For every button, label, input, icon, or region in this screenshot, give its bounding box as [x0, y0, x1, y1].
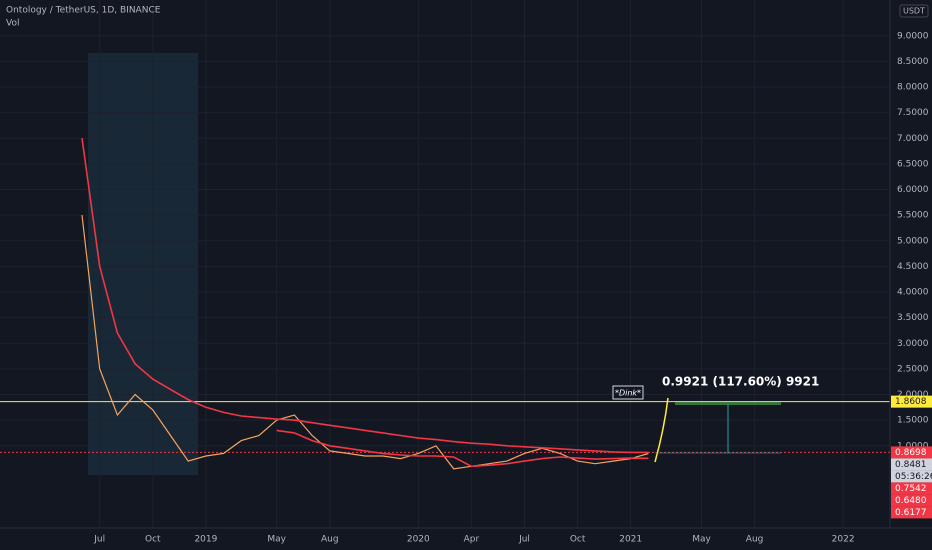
y-tick-label: 2.5000: [897, 364, 929, 374]
price-label-box: [891, 506, 932, 519]
range-highlight: [88, 53, 198, 475]
price-label-box: [891, 494, 932, 507]
measure-label: 0.9921 (117.60%) 9921: [662, 375, 819, 389]
price-label: 05:36:26: [895, 472, 932, 482]
price-series: [81, 215, 649, 470]
projection-curve: [654, 397, 669, 463]
grid: [0, 0, 890, 528]
x-tick-label: May: [692, 535, 711, 545]
chart-title: Ontology / TetherUS, 1D, BINANCE: [6, 6, 161, 16]
unit-box: [899, 4, 929, 18]
x-tick-label: Apr: [464, 535, 480, 545]
chart-subtitle: Vol: [6, 19, 19, 29]
price-series: [81, 138, 649, 454]
y-tick-label: 5.0000: [897, 236, 929, 246]
x-tick-label: Oct: [145, 535, 161, 545]
x-tick-label: May: [267, 535, 286, 545]
price-label-box: [891, 446, 932, 459]
note-text: *Dink*: [615, 389, 641, 398]
y-tick-label: 6.5000: [897, 159, 929, 169]
y-tick-label: 9.0000: [897, 31, 929, 41]
price-label-box: [891, 482, 932, 495]
y-tick-label: 6.0000: [897, 185, 929, 195]
price-label: 0.6177: [895, 508, 927, 518]
y-tick-label: 4.0000: [897, 288, 929, 298]
y-tick-label: 3.5000: [897, 313, 929, 323]
y-tick-label: 5.5000: [897, 211, 929, 221]
y-tick-label: 1.5000: [897, 416, 929, 426]
y-tick-label: 4.5000: [897, 262, 929, 272]
price-label: 0.8698: [895, 448, 927, 458]
unit: USDT: [903, 7, 925, 16]
price-series: [276, 429, 649, 468]
x-tick-label: Aug: [746, 535, 764, 545]
y-tick-label: 3.0000: [897, 339, 929, 349]
y-tick-label: 7.5000: [897, 108, 929, 118]
x-tick-label: 2019: [194, 535, 217, 545]
price-label: 0.6480: [895, 496, 927, 506]
y-tick-label: 8.0000: [897, 83, 929, 93]
x-tick-label: 2020: [407, 535, 430, 545]
y-tick-label: 8.5000: [897, 57, 929, 67]
x-tick-label: Oct: [570, 535, 586, 545]
price-label-box: [891, 395, 932, 408]
y-tick-label: 1.0000: [897, 441, 929, 451]
y-tick-label: 7.0000: [897, 134, 929, 144]
y-axis: 1.0000 1.5000 2.0000 2.5000 3.0000 3.5000 4.00…: [891, 31, 932, 519]
price-label-box: [891, 470, 932, 483]
x-tick-label: Aug: [321, 535, 339, 545]
x-tick-label: Jul: [518, 535, 530, 545]
target-zone: [675, 402, 781, 405]
x-tick-label: Jul: [93, 535, 105, 545]
note-box: [612, 385, 644, 400]
price-label: 0.8481: [895, 460, 927, 470]
plot: [0, 138, 890, 470]
price-label: 0.7542: [895, 484, 927, 494]
price-label: 1.8608: [895, 397, 927, 407]
y-tick-label: 2.0000: [897, 390, 929, 400]
x-tick-label: 2022: [832, 535, 855, 545]
price-label-box: [891, 458, 932, 471]
x-tick-label: 2021: [619, 535, 642, 545]
